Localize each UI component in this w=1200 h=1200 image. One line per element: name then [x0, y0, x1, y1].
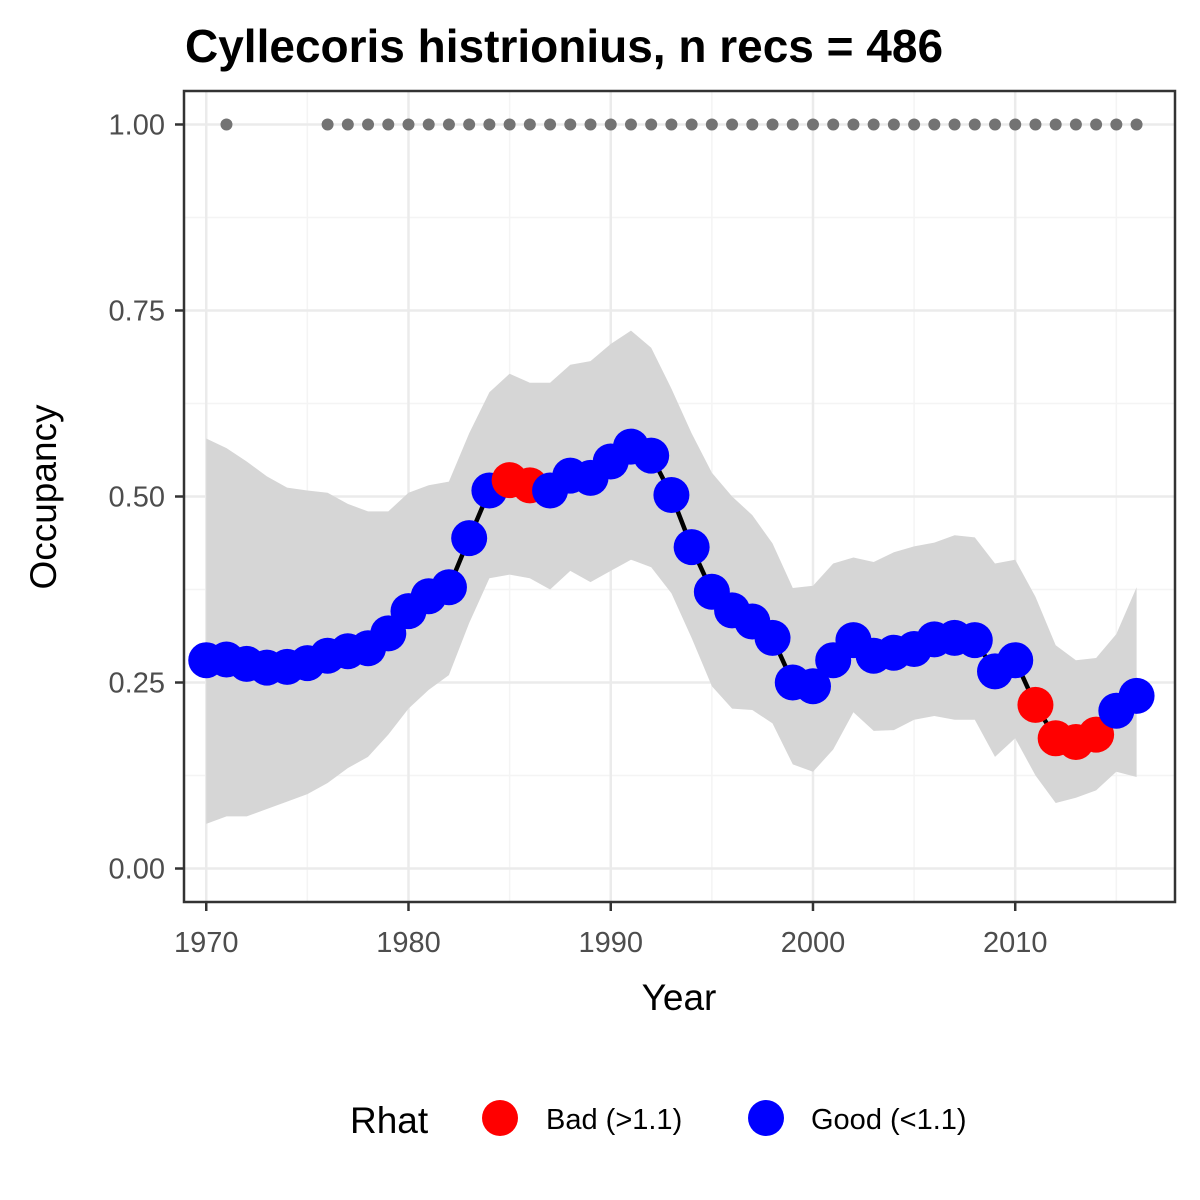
- occupancy-point: [451, 520, 488, 557]
- y-tick-label: 0.00: [109, 854, 165, 886]
- y-axis: 0.00 0.25 0.50 0.75 1.00: [109, 109, 184, 886]
- x-tick-label: 1980: [376, 927, 441, 959]
- x-tick-label: 1990: [578, 927, 643, 959]
- record-year-dot: [362, 118, 375, 131]
- record-year-dot: [1090, 118, 1103, 131]
- occupancy-point: [1078, 716, 1115, 753]
- record-year-dot: [726, 118, 739, 131]
- record-year-dot: [908, 118, 921, 131]
- occupancy-point: [997, 642, 1034, 679]
- record-year-dot: [887, 118, 900, 131]
- chart-title: Cyllecoris histrionius, n recs = 486: [185, 20, 943, 72]
- record-year-dot: [746, 118, 759, 131]
- record-year-dot: [382, 118, 395, 131]
- record-year-dot: [483, 118, 496, 131]
- record-year-dot: [705, 118, 718, 131]
- occupancy-points: [188, 428, 1155, 761]
- occupancy-point: [794, 668, 831, 705]
- legend-label-good: Good (<1.1): [811, 1104, 967, 1136]
- x-axis-title: Year: [642, 977, 717, 1018]
- record-year-dot: [948, 118, 961, 131]
- record-year-dot: [1029, 118, 1042, 131]
- occupancy-point: [673, 529, 710, 566]
- record-year-dot: [604, 118, 617, 131]
- occupancy-point: [754, 619, 791, 656]
- x-tick-label: 1970: [174, 927, 239, 959]
- record-year-dot: [584, 118, 597, 131]
- x-tick-label: 2000: [781, 927, 846, 959]
- x-axis: 1970 1980 1990 2000 2010: [174, 902, 1047, 959]
- record-year-dot: [442, 118, 455, 131]
- record-year-dot: [564, 118, 577, 131]
- occupancy-point: [1017, 686, 1054, 723]
- legend-key-good: [748, 1100, 784, 1136]
- record-year-dot: [786, 118, 799, 131]
- record-year-dot: [220, 118, 233, 131]
- record-year-dot: [685, 118, 698, 131]
- record-year-dot: [503, 118, 516, 131]
- record-year-dot: [624, 118, 637, 131]
- y-tick-label: 0.25: [109, 668, 165, 700]
- legend-entry-bad: Bad (>1.1): [482, 1100, 682, 1136]
- record-year-dot: [341, 118, 354, 131]
- record-year-dot: [766, 118, 779, 131]
- occupancy-point: [653, 477, 690, 514]
- record-year-dot: [544, 118, 557, 131]
- record-year-dot: [867, 118, 880, 131]
- record-year-dot: [523, 118, 536, 131]
- record-year-dot: [463, 118, 476, 131]
- record-year-dot: [847, 118, 860, 131]
- record-year-dot: [645, 118, 658, 131]
- record-year-dots: [220, 118, 1143, 131]
- legend-label-bad: Bad (>1.1): [546, 1104, 682, 1136]
- record-year-dot: [827, 118, 840, 131]
- record-year-dot: [928, 118, 941, 131]
- occupancy-point: [956, 622, 993, 659]
- record-year-dot: [806, 118, 819, 131]
- occupancy-point: [1118, 677, 1155, 714]
- credible-interval-ribbon: [206, 330, 1137, 824]
- y-axis-title: Occupancy: [23, 404, 64, 590]
- y-tick-label: 0.50: [109, 482, 165, 514]
- y-tick-label: 1.00: [109, 109, 165, 141]
- record-year-dot: [665, 118, 678, 131]
- legend-title: Rhat: [350, 1100, 429, 1141]
- record-year-dot: [1049, 118, 1062, 131]
- legend-key-bad: [482, 1100, 518, 1136]
- x-tick-label: 2010: [983, 927, 1048, 959]
- record-year-dot: [1130, 118, 1143, 131]
- record-year-dot: [1069, 118, 1082, 131]
- record-year-dot: [968, 118, 981, 131]
- record-year-dot: [422, 118, 435, 131]
- occupancy-point: [430, 569, 467, 606]
- record-year-dot: [989, 118, 1002, 131]
- legend: Rhat Bad (>1.1) Good (<1.1): [350, 1100, 967, 1141]
- legend-entry-good: Good (<1.1): [748, 1100, 967, 1136]
- plot-panel: [182, 89, 1177, 904]
- record-year-dot: [1110, 118, 1123, 131]
- record-year-dot: [1009, 118, 1022, 131]
- record-year-dot: [402, 118, 415, 131]
- y-tick-label: 0.75: [109, 295, 165, 327]
- record-year-dot: [321, 118, 334, 131]
- occupancy-point: [633, 437, 670, 474]
